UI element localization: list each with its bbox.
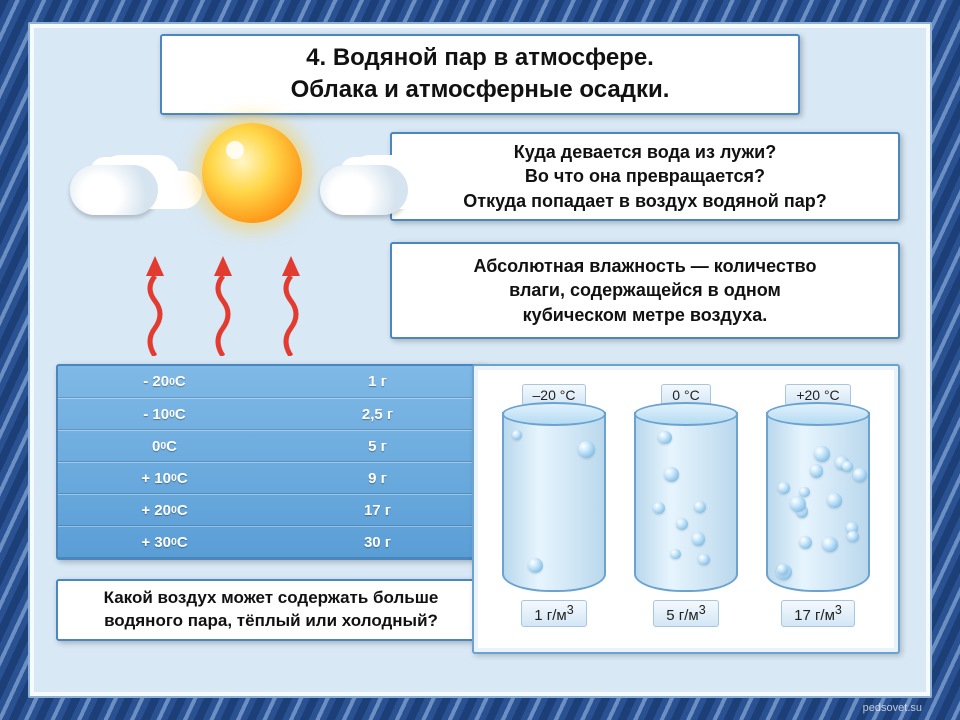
evaporation-arrows (140, 256, 360, 356)
def-l2: влаги, содержащейся в одном (406, 278, 884, 302)
q1-l1: Куда девается вода из лужи? (406, 140, 884, 164)
water-molecule-icon (827, 493, 842, 508)
cylinder-icon (502, 412, 606, 592)
water-molecule-icon (842, 461, 853, 472)
water-molecule-icon (578, 441, 595, 458)
water-molecule-icon (698, 554, 710, 566)
water-molecule-icon (676, 518, 688, 530)
title-line1: 4. Водяной пар в атмосфере. (176, 42, 784, 74)
cloud-icon (320, 165, 408, 215)
sun-icon (202, 123, 302, 223)
question1-box: Куда девается вода из лужи? Во что она п… (390, 132, 900, 221)
temp-cell: + 10 0С (58, 463, 271, 493)
water-molecule-icon (664, 467, 679, 482)
table-row: - 10 0С2,5 г (58, 398, 484, 430)
def-l1: Абсолютная влажность — количество (406, 254, 884, 278)
slide-frame: 4. Водяной пар в атмосфере. Облака и атм… (28, 22, 932, 698)
table-row: - 20 0С1 г (58, 366, 484, 398)
q1-l3: Откуда попадает в воздух водяной пар? (406, 189, 884, 213)
temp-cell: + 20 0С (58, 495, 271, 525)
water-molecule-icon (653, 502, 665, 514)
water-molecule-icon (512, 430, 522, 440)
sun-clouds-scene (70, 119, 415, 269)
value-cell: 9 г (271, 463, 484, 493)
value-cell: 2,5 г (271, 399, 484, 429)
water-molecule-icon (778, 482, 790, 494)
cylinder-wrap: +20 °C17 г/м3 (757, 384, 879, 642)
question2-box: Какой воздух может содержать больше водя… (56, 579, 486, 641)
water-molecule-icon (528, 558, 543, 573)
value-cell: 17 г (271, 495, 484, 525)
watermark: pedsovet.su (863, 702, 922, 714)
water-molecule-icon (670, 549, 681, 560)
water-molecule-icon (692, 532, 705, 545)
water-molecule-icon (799, 487, 809, 497)
cylinder-wrap: –20 °C1 г/м3 (493, 384, 615, 642)
water-molecule-icon (799, 536, 812, 549)
q2-l2: водяного пара, тёплый или холодный? (72, 610, 470, 633)
water-molecule-icon (658, 431, 671, 444)
water-molecule-icon (847, 531, 859, 543)
water-molecule-icon (814, 446, 830, 462)
water-molecule-icon (790, 496, 806, 512)
cylinder-bottom-label: 5 г/м3 (653, 600, 718, 627)
water-molecule-icon (810, 464, 823, 477)
humidity-table: - 20 0С1 г- 10 0С2,5 г0 0С5 г+ 10 0С9 г+… (56, 364, 486, 560)
temp-cell: - 20 0С (58, 366, 271, 397)
cylinder-icon (634, 412, 738, 592)
temp-cell: - 10 0С (58, 399, 271, 429)
cylinders-panel: –20 °C1 г/м30 °C5 г/м3+20 °C17 г/м3 (472, 364, 900, 654)
table-row: + 20 0С17 г (58, 494, 484, 526)
cylinder-bottom-label: 17 г/м3 (781, 600, 855, 627)
cloud-icon (70, 165, 158, 215)
cylinder-bottom-label: 1 г/м3 (521, 600, 586, 627)
value-cell: 1 г (271, 366, 484, 397)
water-molecule-icon (822, 537, 837, 552)
water-molecule-icon (694, 501, 706, 513)
cylinder-icon (766, 412, 870, 592)
definition-box: Абсолютная влажность — количество влаги,… (390, 242, 900, 339)
value-cell: 30 г (271, 527, 484, 557)
table-row: + 30 0С30 г (58, 526, 484, 558)
title-box: 4. Водяной пар в атмосфере. Облака и атм… (160, 34, 800, 115)
temp-cell: 0 0С (58, 431, 271, 461)
cylinder-wrap: 0 °C5 г/м3 (625, 384, 747, 642)
def-l3: кубическом метре воздуха. (406, 303, 884, 327)
temp-cell: + 30 0С (58, 527, 271, 557)
table-row: 0 0С5 г (58, 430, 484, 462)
q2-l1: Какой воздух может содержать больше (72, 587, 470, 610)
table-row: + 10 0С9 г (58, 462, 484, 494)
title-line2: Облака и атмосферные осадки. (176, 74, 784, 106)
q1-l2: Во что она превращается? (406, 164, 884, 188)
value-cell: 5 г (271, 431, 484, 461)
water-molecule-icon (853, 468, 867, 482)
